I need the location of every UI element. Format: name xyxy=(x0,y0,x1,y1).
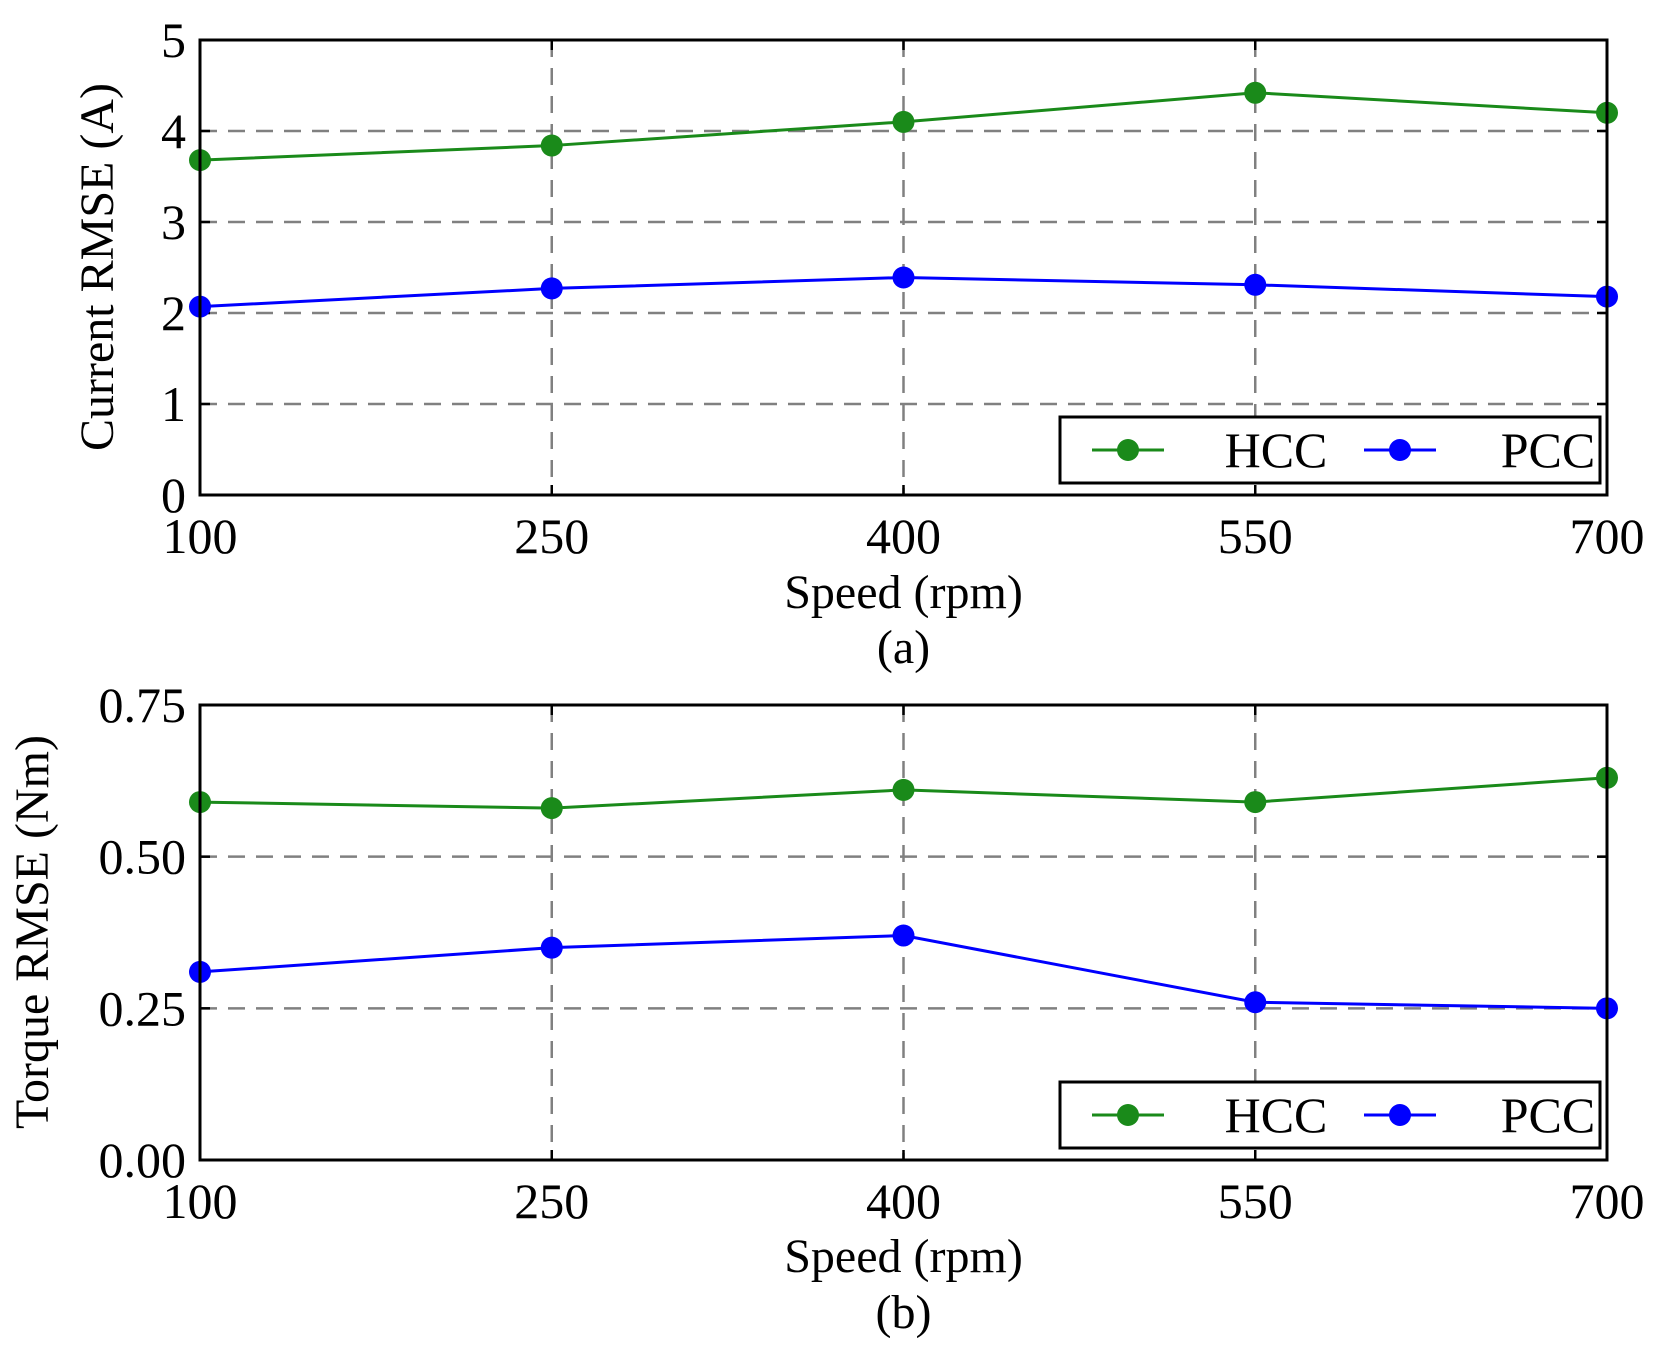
data-point-pcc xyxy=(1244,991,1267,1014)
x-tick-label: 550 xyxy=(1218,508,1293,564)
data-point-pcc xyxy=(1244,273,1267,296)
panel-caption: (b) xyxy=(876,1286,932,1339)
x-axis-title: Speed (rpm) xyxy=(784,1230,1023,1283)
x-tick-label: 700 xyxy=(1570,1173,1645,1229)
chart-panel-a: 0 1 2 3 4 5 100 250 400 550 700 Speed (rpm) Current … xyxy=(71,12,1645,674)
y-axis-title: Current RMSE (A) xyxy=(71,83,124,451)
legend-label-hcc: HCC xyxy=(1225,1087,1328,1143)
legend-marker-pcc xyxy=(1389,439,1411,461)
x-tick-label: 100 xyxy=(163,1173,238,1229)
legend-marker-hcc xyxy=(1117,439,1139,461)
data-point-hcc xyxy=(1244,791,1267,814)
legend: HCC PCC xyxy=(1058,415,1602,485)
chart-panel-b: 0.00 0.25 0.50 0.75 100 250 400 550 700 Speed (rp… xyxy=(6,677,1645,1339)
x-tick-label: 700 xyxy=(1570,508,1645,564)
y-tick-label: 2 xyxy=(161,285,186,341)
data-point-hcc xyxy=(540,797,563,820)
legend: HCC PCC xyxy=(1058,1080,1602,1150)
legend-label-hcc: HCC xyxy=(1225,422,1328,478)
legend-marker-hcc xyxy=(1117,1104,1139,1126)
y-tick-label: 0.00 xyxy=(99,1132,187,1188)
y-tick-label: 1 xyxy=(161,376,186,432)
data-point-hcc xyxy=(540,134,563,157)
y-tick-label: 0.25 xyxy=(99,980,187,1036)
legend-marker-pcc xyxy=(1389,1104,1411,1126)
y-tick-label: 0 xyxy=(161,467,186,523)
legend-label-pcc: PCC xyxy=(1501,1087,1596,1143)
data-point-pcc xyxy=(540,277,563,300)
y-tick-label: 0.75 xyxy=(99,677,187,733)
x-tick-label: 400 xyxy=(866,1173,941,1229)
data-point-pcc xyxy=(892,266,915,289)
data-point-hcc xyxy=(892,110,915,133)
panel-caption: (a) xyxy=(877,621,930,674)
data-point-pcc xyxy=(892,924,915,947)
plot-frame xyxy=(198,703,1609,1162)
x-tick-label: 400 xyxy=(866,508,941,564)
data-point-pcc xyxy=(540,936,563,959)
plot-frame xyxy=(198,38,1609,497)
x-tick-label: 250 xyxy=(514,1173,589,1229)
y-tick-label: 0.50 xyxy=(99,829,187,885)
y-axis-title: Torque RMSE (Nm) xyxy=(6,735,59,1129)
legend-label-pcc: PCC xyxy=(1501,422,1596,478)
x-tick-label: 550 xyxy=(1218,1173,1293,1229)
y-tick-label: 3 xyxy=(161,194,186,250)
x-tick-label: 250 xyxy=(514,508,589,564)
y-tick-label: 4 xyxy=(161,103,186,159)
data-point-hcc xyxy=(1244,81,1267,104)
data-point-hcc xyxy=(892,778,915,801)
x-axis-title: Speed (rpm) xyxy=(784,566,1023,619)
y-tick-label: 5 xyxy=(161,12,186,68)
x-tick-label: 100 xyxy=(163,508,238,564)
